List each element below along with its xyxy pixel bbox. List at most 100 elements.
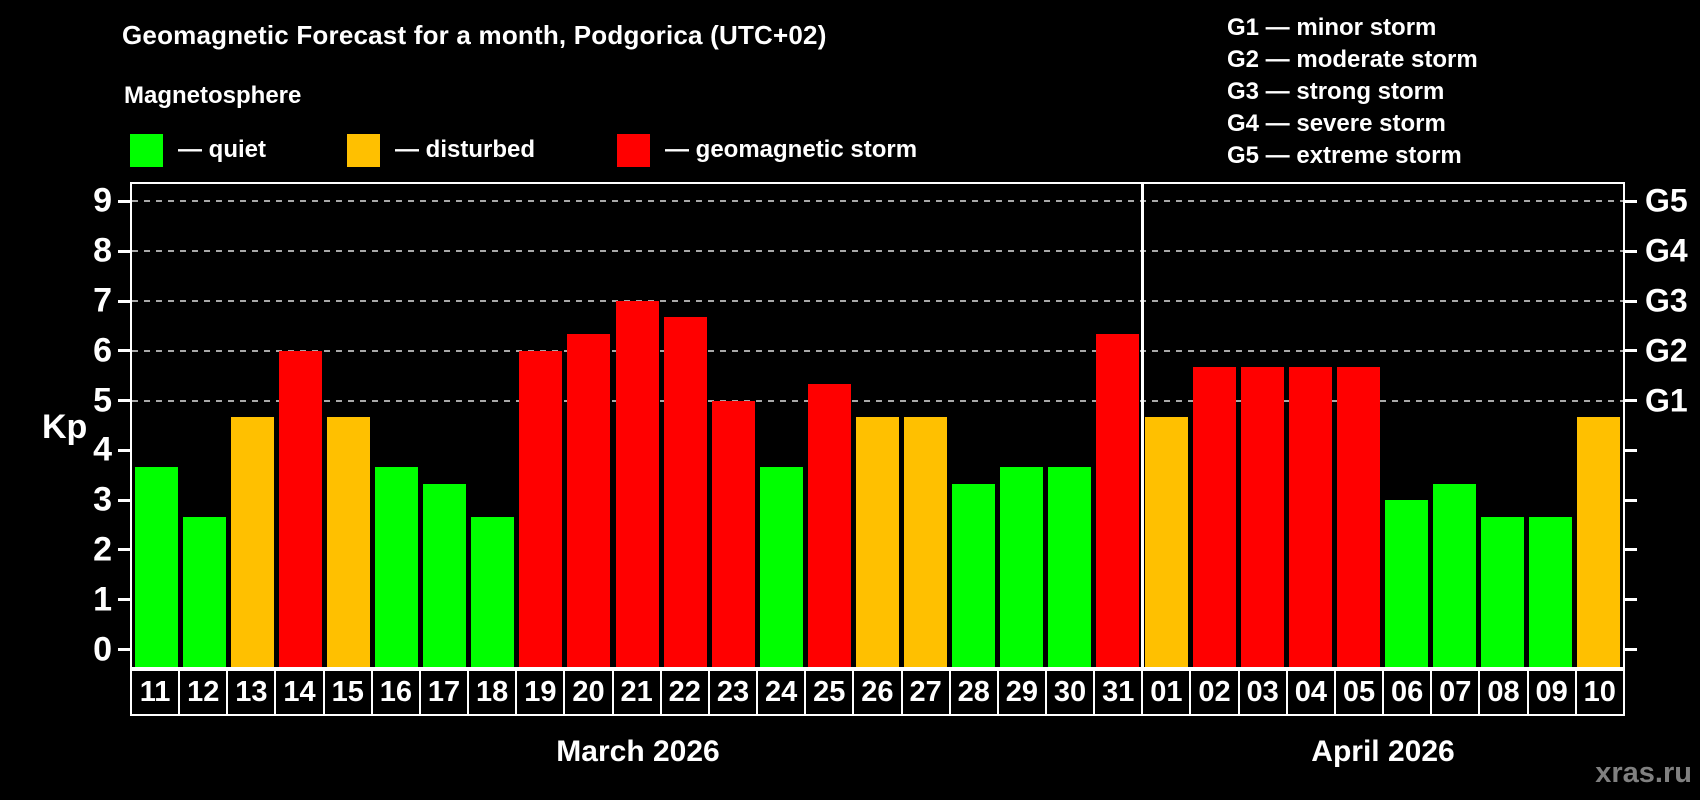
right-tick-kp1 bbox=[1625, 598, 1637, 602]
day-label-29: 29 bbox=[999, 671, 1047, 714]
y-axis-title: Kp bbox=[42, 408, 88, 446]
day-label-14: 14 bbox=[276, 671, 325, 714]
right-tick-kp0 bbox=[1625, 648, 1637, 652]
y-tick-label-1: 1 bbox=[93, 580, 112, 619]
month-label-march: March 2026 bbox=[556, 735, 720, 768]
bar-day-14 bbox=[278, 350, 322, 667]
y-tick-label-2: 2 bbox=[93, 530, 112, 569]
left-tick-kp4 bbox=[118, 448, 130, 452]
day-label-30: 30 bbox=[1047, 671, 1096, 714]
gridline-kp7 bbox=[132, 300, 1623, 302]
bar-day-22 bbox=[663, 317, 707, 667]
y-tick-label-3: 3 bbox=[93, 480, 112, 519]
day-label-08: 08 bbox=[1480, 671, 1529, 714]
right-tick-kp2 bbox=[1625, 548, 1637, 552]
day-label-02: 02 bbox=[1191, 671, 1240, 714]
left-tick-kp3 bbox=[118, 498, 130, 502]
day-label-01: 01 bbox=[1143, 671, 1192, 714]
bar-day-15 bbox=[326, 417, 370, 667]
legend-label-storm: — geomagnetic storm bbox=[665, 136, 918, 163]
day-label-16: 16 bbox=[373, 671, 421, 714]
day-label-22: 22 bbox=[662, 671, 710, 714]
storm-scale-g3: G3 — strong storm bbox=[1227, 78, 1445, 105]
storm-scale-g2: G2 — moderate storm bbox=[1227, 46, 1478, 73]
day-label-03: 03 bbox=[1240, 671, 1288, 714]
gridline-kp6 bbox=[132, 349, 1623, 352]
right-tick-kp4 bbox=[1625, 448, 1637, 452]
day-label-28: 28 bbox=[951, 671, 999, 714]
day-label-24: 24 bbox=[758, 671, 807, 714]
bar-day-02 bbox=[1192, 367, 1236, 667]
bar-day-01 bbox=[1144, 417, 1188, 667]
storm-scale-g5: G5 — extreme storm bbox=[1227, 142, 1462, 169]
y-tick-label-9: 9 bbox=[93, 181, 112, 220]
right-axis-label-g3: G3 bbox=[1645, 282, 1688, 319]
magnetosphere-label: Magnetosphere bbox=[124, 82, 302, 109]
bar-day-18 bbox=[471, 516, 515, 667]
month-label-april: April 2026 bbox=[1311, 735, 1455, 768]
bar-day-25 bbox=[807, 384, 851, 667]
day-label-25: 25 bbox=[806, 671, 855, 714]
left-tick-kp6 bbox=[118, 349, 130, 353]
gridline-kp9 bbox=[132, 200, 1623, 203]
bar-day-16 bbox=[375, 466, 419, 667]
day-label-15: 15 bbox=[325, 671, 373, 714]
day-label-12: 12 bbox=[180, 671, 229, 714]
bar-day-10 bbox=[1577, 417, 1621, 667]
day-label-10: 10 bbox=[1583, 676, 1616, 708]
legend-label-quiet: — quiet bbox=[178, 136, 266, 163]
day-label-26: 26 bbox=[854, 671, 903, 714]
bar-day-30 bbox=[1048, 466, 1092, 667]
day-label-27: 27 bbox=[903, 671, 951, 714]
legend-label-disturbed: — disturbed bbox=[395, 136, 536, 163]
right-tick-kp8 bbox=[1625, 249, 1637, 253]
gridline-kp5 bbox=[132, 399, 1623, 402]
legend-item-disturbed: — disturbed bbox=[347, 132, 535, 168]
legend-item-storm: — geomagnetic storm bbox=[617, 132, 917, 168]
bar-day-04 bbox=[1288, 367, 1332, 667]
y-tick-label-4: 4 bbox=[93, 430, 112, 469]
month-divider bbox=[1140, 184, 1144, 667]
right-tick-kp7 bbox=[1625, 299, 1637, 303]
plot-area: 0 1 2 3 4 5 6 7 8 9 G1 G2 G3 G4 G5 bbox=[93, 182, 1688, 669]
storm-swatch-icon bbox=[617, 133, 650, 167]
gridline-kp8 bbox=[132, 250, 1623, 253]
chart-title: Geomagnetic Forecast for a month, Podgor… bbox=[122, 20, 827, 50]
bar-day-06 bbox=[1385, 500, 1429, 667]
bar-day-11 bbox=[134, 466, 178, 667]
bar-day-03 bbox=[1240, 367, 1284, 667]
left-tick-kp7 bbox=[118, 299, 130, 303]
right-tick-kp5 bbox=[1625, 399, 1637, 403]
left-tick-kp2 bbox=[118, 548, 130, 552]
right-tick-kp9 bbox=[1625, 199, 1637, 203]
storm-scale-legend: G1 — minor storm G2 — moderate storm G3 … bbox=[1227, 12, 1478, 172]
storm-scale-g1: G1 — minor storm bbox=[1227, 14, 1437, 41]
day-label-23: 23 bbox=[710, 671, 759, 714]
bar-day-17 bbox=[423, 483, 467, 667]
right-axis-label-g5: G5 bbox=[1645, 182, 1688, 219]
day-label-17: 17 bbox=[421, 671, 470, 714]
bar-day-31 bbox=[1096, 334, 1140, 667]
left-tick-kp0 bbox=[118, 648, 130, 652]
day-label-06: 06 bbox=[1384, 671, 1433, 714]
left-tick-kp1 bbox=[118, 598, 130, 602]
bar-day-08 bbox=[1481, 516, 1525, 667]
bar-day-29 bbox=[1000, 466, 1044, 667]
bar-day-23 bbox=[711, 400, 755, 667]
day-label-31: 31 bbox=[1095, 671, 1144, 714]
bar-day-28 bbox=[952, 483, 996, 667]
day-label-09: 09 bbox=[1529, 671, 1577, 714]
day-label-11: 11 bbox=[132, 671, 181, 714]
bar-day-27 bbox=[904, 417, 948, 667]
day-label-19: 19 bbox=[517, 671, 566, 714]
bar-day-24 bbox=[759, 466, 803, 667]
day-label-07: 07 bbox=[1432, 671, 1481, 714]
legend-item-quiet: — quiet bbox=[130, 132, 266, 168]
storm-scale-g4: G4 — severe storm bbox=[1227, 110, 1446, 137]
bar-day-07 bbox=[1433, 483, 1477, 667]
bar-day-09 bbox=[1529, 516, 1573, 667]
left-tick-kp9 bbox=[118, 199, 130, 203]
day-label-20: 20 bbox=[565, 671, 614, 714]
y-tick-label-8: 8 bbox=[93, 231, 112, 270]
